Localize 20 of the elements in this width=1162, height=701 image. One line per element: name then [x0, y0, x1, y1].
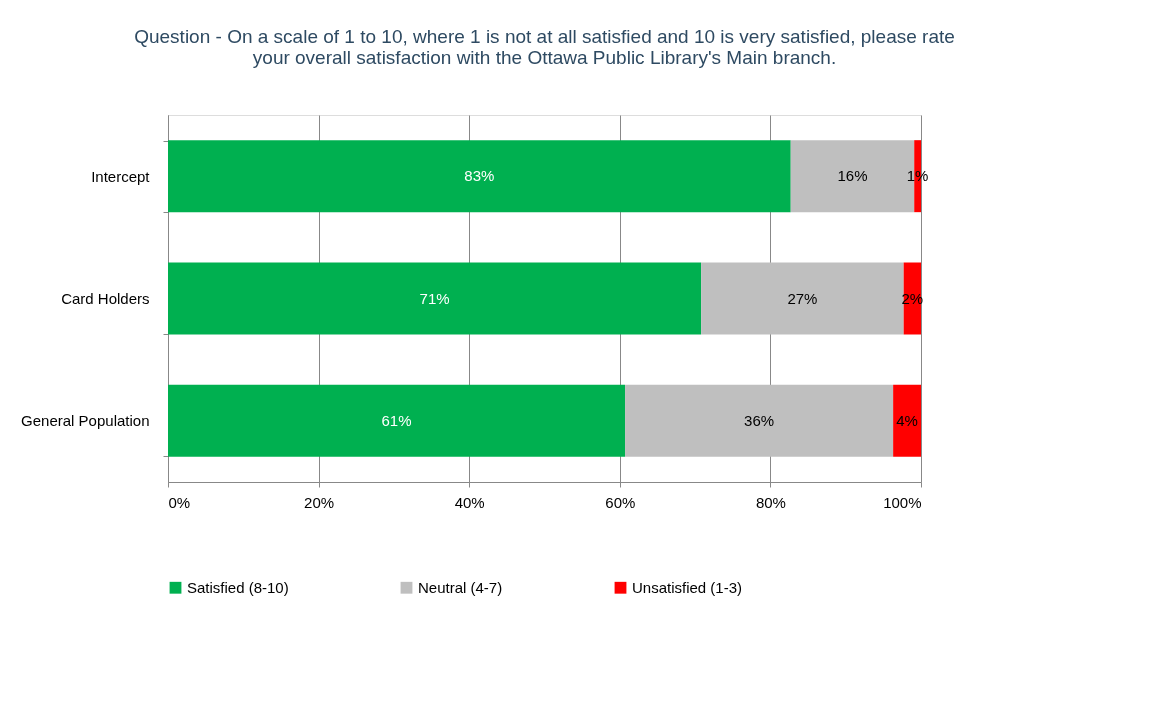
x-tick-label: 0% [168, 493, 191, 511]
y-tick-label: General Population [21, 412, 150, 430]
x-tick-label: 60% [605, 493, 636, 511]
data-label: 71% [419, 289, 450, 307]
chart-title: Question - On a scale of 1 to 10, where 1 is not at all satisfied and 10 is very satisfied, please rate your overall satisfaction with the Ottawa Public Library's Main branch. [134, 26, 955, 68]
data-label: 4% [896, 411, 918, 429]
data-label: 27% [787, 289, 818, 307]
legend-label: Satisfied (8-10) [187, 578, 289, 596]
x-tick-label: 100% [883, 493, 922, 511]
legend-label: Unsatisfied (1-3) [632, 578, 743, 596]
y-tick-label: Intercept [91, 167, 151, 185]
data-label: 61% [381, 411, 412, 429]
x-tick-label: 80% [755, 493, 786, 511]
x-tick-label: 20% [304, 493, 335, 511]
data-label: 16% [837, 167, 868, 185]
data-label: 36% [744, 411, 775, 429]
data-label: 83% [464, 167, 495, 185]
x-tick-label: 40% [454, 493, 485, 511]
legend-label: Neutral (4-7) [418, 578, 503, 596]
y-tick-label: Card Holders [61, 290, 150, 307]
